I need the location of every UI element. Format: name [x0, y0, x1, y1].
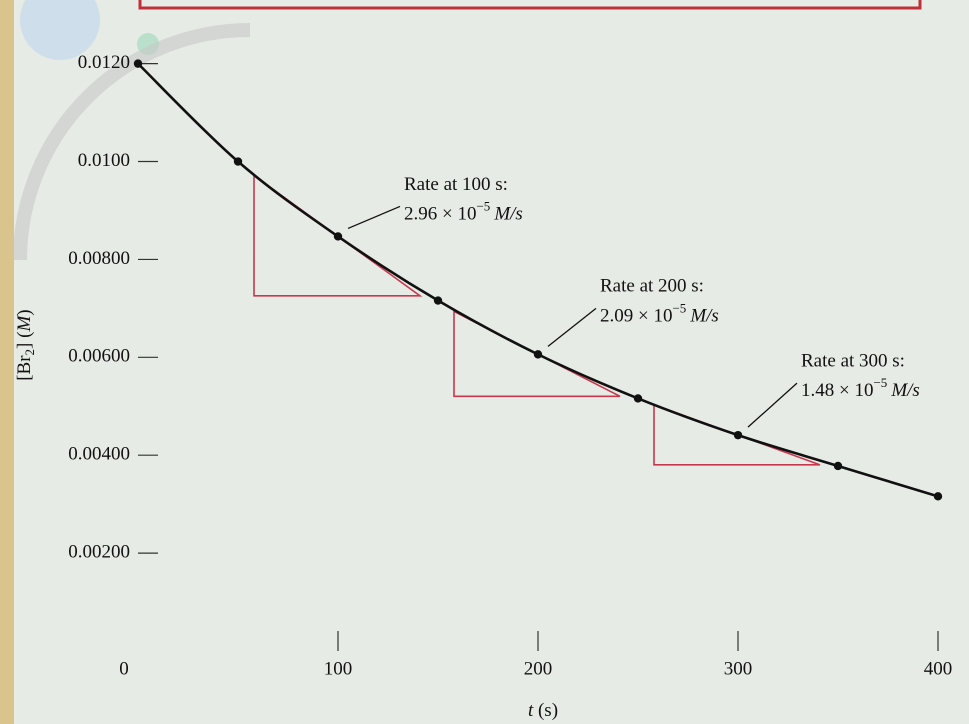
- annotation-rate-value: 2.09 × 10: [600, 306, 672, 327]
- annotation-leader: [547, 307, 597, 347]
- annotation-title: Rate at 200 s:: [600, 276, 704, 297]
- annotation-rate: 2.96 × 10−5 M/s: [404, 198, 523, 224]
- data-point: [633, 394, 643, 403]
- watermark-arc: [13, 23, 251, 261]
- x-axis-label-part: t: [528, 700, 534, 721]
- y-axis-label-part: M: [14, 315, 35, 333]
- data-point: [833, 461, 843, 471]
- x-tick-label: 100: [324, 658, 353, 679]
- x-tick-label: 300: [724, 658, 753, 679]
- data-point: [533, 350, 543, 359]
- annotation-leader: [347, 205, 401, 230]
- annotation-rate-unit: M/s: [493, 204, 523, 225]
- y-tick-label: 0.00400: [68, 444, 130, 465]
- y-axis-label-part: ): [14, 309, 35, 315]
- y-tick-label: 0.00200: [68, 541, 130, 562]
- annotation-title: Rate at 300 s:: [801, 351, 905, 372]
- annotation-rate-exponent: −5: [873, 375, 887, 390]
- watermark-logo: [20, 0, 100, 60]
- data-point: [433, 296, 443, 305]
- y-axis-label-part: 2: [22, 349, 37, 356]
- x-tick-label: 200: [524, 658, 553, 679]
- annotation-rate-value: 1.48 × 10: [801, 381, 873, 402]
- annotation-leader: [747, 382, 798, 428]
- x-tick-label: 0: [119, 658, 129, 679]
- annotation-rate: 1.48 × 10−5 M/s: [801, 375, 920, 401]
- annotation-title: Rate at 100 s:: [404, 174, 508, 195]
- y-tick-label: 0.00600: [68, 346, 130, 367]
- data-point: [133, 59, 143, 68]
- x-axis-label-part: (s): [533, 700, 558, 721]
- annotation-rate: 2.09 × 10−5 M/s: [600, 300, 719, 326]
- data-point: [733, 430, 743, 440]
- annotation-rate-unit: M/s: [689, 306, 719, 327]
- y-tick-label: 0.0100: [78, 150, 130, 171]
- y-axis-label-part: ] (: [14, 332, 35, 349]
- plot-background: [14, 0, 969, 724]
- data-point: [333, 232, 343, 241]
- annotation-rate-exponent: −5: [672, 300, 686, 315]
- annotation-rate-value: 2.96 × 10: [404, 204, 476, 225]
- x-axis-label: t (s): [528, 700, 558, 721]
- y-axis-label: [Br2] (M): [14, 309, 37, 380]
- x-tick-label: 400: [924, 658, 953, 679]
- annotation-rate-exponent: −5: [476, 198, 490, 213]
- y-axis-label-part: [Br: [14, 355, 35, 381]
- annotation-rate-unit: M/s: [890, 381, 920, 402]
- y-tick-label: 0.0120: [78, 52, 130, 73]
- banner-edge: [138, 0, 922, 10]
- data-point: [233, 157, 243, 166]
- data-point: [933, 492, 943, 501]
- y-tick-label: 0.00800: [68, 248, 130, 269]
